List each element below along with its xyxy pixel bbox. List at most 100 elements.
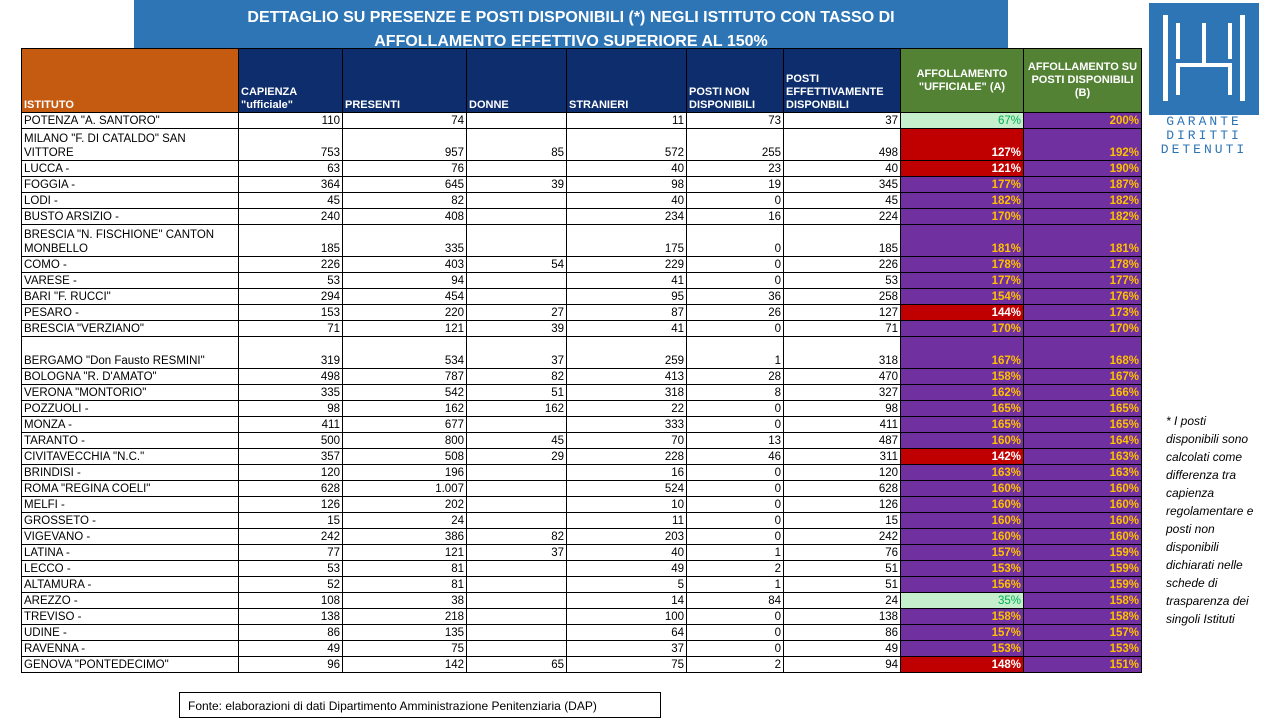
cell-posti-disponibili: 628 [783, 480, 901, 497]
cell-stranieri: 11 [566, 112, 687, 129]
cell-donne [466, 208, 567, 225]
cell-posti-non-disponibili: 0 [686, 608, 784, 625]
cell-capienza: 71 [238, 320, 343, 337]
garante-logo: GARANTE DIRITTI DETENUTI [1149, 3, 1259, 159]
cell-posti-disponibili: 127 [783, 304, 901, 321]
cell-posti-non-disponibili: 0 [686, 192, 784, 209]
table-row: TREVISO -138 218 100 0 138 158% 158% [21, 608, 1142, 625]
cell-capienza: 45 [238, 192, 343, 209]
cell-presenti: 220 [342, 304, 467, 321]
cell-affollamento-posti: 182% [1023, 192, 1142, 209]
cell-affollamento-posti: 176% [1023, 288, 1142, 305]
cell-presenti: 645 [342, 176, 467, 193]
cell-affollamento-posti: 190% [1023, 160, 1142, 177]
cell-posti-non-disponibili: 0 [686, 416, 784, 433]
overcrowding-table: ISTITUTO CAPIENZA "ufficiale" PRESENTI D… [21, 48, 1142, 673]
cell-affollamento-posti: 178% [1023, 256, 1142, 273]
cell-istituto: LATINA - [21, 544, 239, 561]
table-row: BRINDISI -120 196 16 0 120 163% 163% [21, 464, 1142, 481]
cell-posti-non-disponibili: 0 [686, 624, 784, 641]
cell-presenti: 386 [342, 528, 467, 545]
cell-affollamento-ufficiale: 170% [900, 208, 1024, 225]
cell-presenti: 94 [342, 272, 467, 289]
cell-posti-disponibili: 71 [783, 320, 901, 337]
cell-posti-non-disponibili: 23 [686, 160, 784, 177]
cell-donne: 37 [466, 336, 567, 369]
cell-donne: 54 [466, 256, 567, 273]
cell-affollamento-ufficiale: 160% [900, 432, 1024, 449]
cell-affollamento-posti: 153% [1023, 640, 1142, 657]
cell-affollamento-ufficiale: 182% [900, 192, 1024, 209]
cell-posti-non-disponibili: 0 [686, 224, 784, 257]
cell-capienza: 294 [238, 288, 343, 305]
cell-posti-disponibili: 487 [783, 432, 901, 449]
cell-affollamento-ufficiale: 160% [900, 480, 1024, 497]
cell-donne [466, 224, 567, 257]
cell-presenti: 677 [342, 416, 467, 433]
table-row: AREZZO -108 38 14 84 24 35% 158% [21, 592, 1142, 609]
cell-posti-non-disponibili: 36 [686, 288, 784, 305]
cell-posti-disponibili: 53 [783, 272, 901, 289]
cell-capienza: 52 [238, 576, 343, 593]
cell-istituto: LECCO - [21, 560, 239, 577]
table-row: MILANO "F. DI CATALDO" SAN VITTORE 753 957… [21, 128, 1142, 161]
cell-presenti: 142 [342, 656, 467, 673]
cell-posti-non-disponibili: 255 [686, 128, 784, 161]
cell-donne: 162 [466, 400, 567, 417]
cell-capienza: 110 [238, 112, 343, 129]
cell-istituto: CIVITAVECCHIA "N.C." [21, 448, 239, 465]
cell-presenti: 76 [342, 160, 467, 177]
cell-presenti: 202 [342, 496, 467, 513]
cell-posti-disponibili: 345 [783, 176, 901, 193]
table-body: POTENZA "A. SANTORO" 110 74 11 73 37 67% 200% MI… [21, 112, 1142, 673]
cell-posti-disponibili: 226 [783, 256, 901, 273]
cell-posti-disponibili: 86 [783, 624, 901, 641]
cell-istituto: BOLOGNA "R. D'AMATO" [21, 368, 239, 385]
header-presenti: PRESENTI [342, 48, 467, 113]
cell-stranieri: 40 [566, 544, 687, 561]
cell-affollamento-posti: 200% [1023, 112, 1142, 129]
cell-istituto: LODI - [21, 192, 239, 209]
cell-donne [466, 416, 567, 433]
cell-affollamento-ufficiale: 165% [900, 416, 1024, 433]
cell-stranieri: 228 [566, 448, 687, 465]
table-row: UDINE -86 135 64 0 86 157% 157% [21, 624, 1142, 641]
cell-affollamento-posti: 170% [1023, 320, 1142, 337]
table-row: BRESCIA "VERZIANO" 71 121 39 41 0 71 170% 170% [21, 320, 1142, 337]
header-donne: DONNE [466, 48, 567, 113]
cell-affollamento-ufficiale: 121% [900, 160, 1024, 177]
cell-capienza: 53 [238, 560, 343, 577]
cell-posti-non-disponibili: 84 [686, 592, 784, 609]
cell-affollamento-ufficiale: 144% [900, 304, 1024, 321]
cell-affollamento-ufficiale: 158% [900, 608, 1024, 625]
cell-affollamento-ufficiale: 165% [900, 400, 1024, 417]
cell-capienza: 628 [238, 480, 343, 497]
cell-posti-non-disponibili: 73 [686, 112, 784, 129]
cell-affollamento-ufficiale: 142% [900, 448, 1024, 465]
cell-donne: 37 [466, 544, 567, 561]
cell-capienza: 411 [238, 416, 343, 433]
cell-stranieri: 41 [566, 320, 687, 337]
cell-posti-disponibili: 242 [783, 528, 901, 545]
header-posti-disponibili: POSTI EFFETTIVAMENTE DISPONBILI [783, 48, 901, 113]
cell-affollamento-ufficiale: 153% [900, 640, 1024, 657]
cell-capienza: 108 [238, 592, 343, 609]
cell-posti-disponibili: 327 [783, 384, 901, 401]
table-row: LATINA -77 121 37 40 1 76 157% 159% [21, 544, 1142, 561]
cell-stranieri: 37 [566, 640, 687, 657]
cell-affollamento-ufficiale: 157% [900, 624, 1024, 641]
cell-posti-non-disponibili: 0 [686, 512, 784, 529]
cell-presenti: 81 [342, 560, 467, 577]
cell-donne: 85 [466, 128, 567, 161]
cell-affollamento-posti: 165% [1023, 416, 1142, 433]
cell-stranieri: 333 [566, 416, 687, 433]
cell-stranieri: 524 [566, 480, 687, 497]
cell-presenti: 24 [342, 512, 467, 529]
cell-stranieri: 175 [566, 224, 687, 257]
cell-istituto: BRINDISI - [21, 464, 239, 481]
cell-affollamento-ufficiale: 160% [900, 496, 1024, 513]
cell-capienza: 63 [238, 160, 343, 177]
cell-istituto: COMO - [21, 256, 239, 273]
cell-capienza: 500 [238, 432, 343, 449]
cell-posti-disponibili: 45 [783, 192, 901, 209]
